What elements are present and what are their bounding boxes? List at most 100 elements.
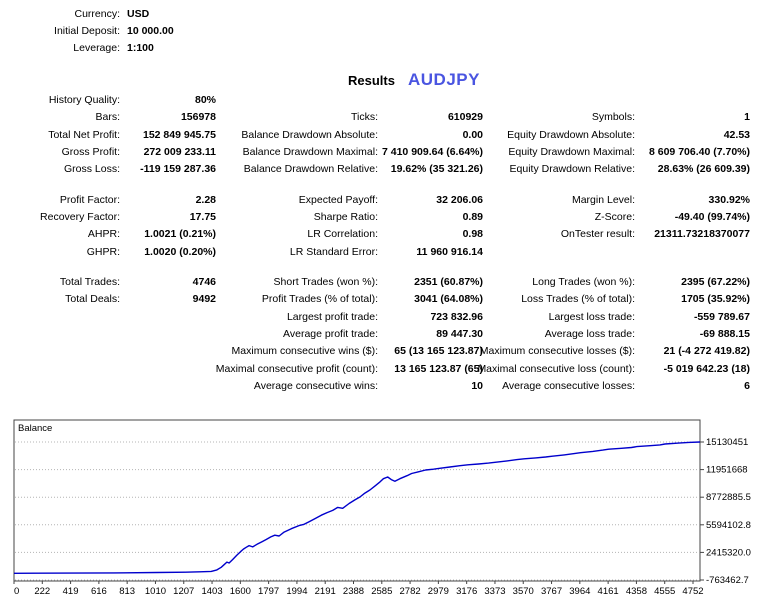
x-axis-label: 1010 <box>145 586 166 597</box>
stat-value: 13 165 123.87 (65) <box>394 362 483 375</box>
stat-label: Expected Payoff: <box>298 193 378 206</box>
stat-label: Maximum consecutive wins ($): <box>231 345 378 358</box>
x-axis-label: 4161 <box>598 586 619 597</box>
stat-row: Total Net Profit: 152 849 945.75 Balance D… <box>0 127 757 144</box>
stat-label: Bars: <box>95 111 120 124</box>
account-row: Leverage: 1:100 <box>0 40 757 57</box>
y-axis-label: 15130451 <box>706 437 748 448</box>
stat-value: 11 960 916.14 <box>416 245 483 258</box>
stat-value: -5 019 642.23 (18) <box>663 362 750 375</box>
stat-row: Maximal consecutive profit (count): 13 16… <box>0 361 757 378</box>
account-value: USD <box>127 8 150 20</box>
stat-value: -49.40 (99.74%) <box>674 211 750 224</box>
chart-legend-balance: Balance <box>18 423 52 434</box>
stat-label: Profit Factor: <box>59 193 120 206</box>
stat-row: GHPR: 1.0020 (0.20%) LR Standard Error: 11 … <box>0 244 757 261</box>
stat-value: 3041 (64.08%) <box>414 293 483 306</box>
stat-label: History Quality: <box>48 94 120 106</box>
stat-label: Short Trades (won %): <box>273 276 378 289</box>
balance-chart: 15130451 11951668 8772885.5 5594102.8 241532… <box>13 419 751 597</box>
x-axis-label: 2388 <box>343 586 364 597</box>
stat-label: Average profit trade: <box>283 328 378 341</box>
stat-value: 0.98 <box>462 228 483 241</box>
x-axis-label: 2191 <box>315 586 336 597</box>
stat-value: 17.75 <box>189 211 216 224</box>
stat-label: Gross Profit: <box>61 146 120 159</box>
stat-row: Total Deals: 9492 Profit Trades (% of tota… <box>0 291 757 308</box>
x-axis-label: 3570 <box>513 586 534 597</box>
y-axis-label: -763462.7 <box>706 575 749 586</box>
stat-value: 7 410 909.64 (6.64%) <box>382 146 483 159</box>
y-axis-label: 11951668 <box>706 465 748 476</box>
stat-label: Z-Score: <box>594 211 635 224</box>
stat-label: Total Net Profit: <box>48 128 120 141</box>
stat-value: 42.53 <box>723 128 750 141</box>
x-axis-label: 2782 <box>400 586 421 597</box>
stat-value: 8 609 706.40 (7.70%) <box>649 146 750 159</box>
symbol-title: AUDJPY <box>408 70 480 89</box>
x-axis-label: 4555 <box>654 586 675 597</box>
x-axis-label: 813 <box>119 586 135 597</box>
stat-label: LR Standard Error: <box>289 245 378 258</box>
x-axis-label: 3767 <box>541 586 562 597</box>
stat-value: 330.92% <box>708 193 750 206</box>
account-row: Initial Deposit: 10 000.00 <box>0 23 757 40</box>
x-axis-label: 1403 <box>201 586 222 597</box>
results-title: Results <box>348 73 395 88</box>
stat-row: Recovery Factor: 17.75 Sharpe Ratio: 0.89 Z-… <box>0 209 757 226</box>
account-label: Currency: <box>74 8 120 20</box>
stat-label: Margin Level: <box>571 193 635 206</box>
x-axis-label: 0 <box>14 586 19 597</box>
stat-label: Average loss trade: <box>544 328 635 341</box>
stat-label: Largest profit trade: <box>286 310 378 323</box>
y-axis-label: 8772885.5 <box>706 492 751 503</box>
results-title-row: Results AUDJPY <box>0 70 757 94</box>
stat-value: 1705 (35.92%) <box>681 293 750 306</box>
stat-label: Symbols: <box>591 111 635 124</box>
stat-value: 156978 <box>180 111 216 124</box>
stat-value: 10 <box>471 380 483 393</box>
stat-value: 32 206.06 <box>436 193 483 206</box>
stat-label: Equity Drawdown Absolute: <box>507 128 635 141</box>
stat-value: -119 159 287.36 <box>140 163 216 176</box>
stat-value: -69 888.15 <box>699 328 750 341</box>
account-label: Initial Deposit: <box>54 25 120 37</box>
x-axis-label: 2585 <box>371 586 392 597</box>
account-value: 1:100 <box>127 42 154 54</box>
stat-label: Total Trades: <box>59 276 120 289</box>
stat-label: Equity Drawdown Maximal: <box>508 146 635 159</box>
stat-value: 1 <box>744 111 750 124</box>
stat-label: Sharpe Ratio: <box>313 211 378 224</box>
account-value: 10 000.00 <box>127 25 174 37</box>
stat-row: Gross Profit: 272 009 233.11 Balance Drawd… <box>0 144 757 161</box>
balance-curve <box>13 441 701 574</box>
stat-value: 272 009 233.11 <box>143 146 216 159</box>
stat-row: Average consecutive wins: 10 Average conse… <box>0 378 757 395</box>
stat-value: 9492 <box>192 293 216 306</box>
y-axis-label: 2415320.0 <box>706 547 751 558</box>
stat-label: Maximal consecutive profit (count): <box>215 362 378 375</box>
stat-label: Long Trades (won %): <box>532 276 635 289</box>
stat-row: Largest profit trade: 723 832.96 Largest l… <box>0 309 757 326</box>
x-axis-label: 1600 <box>230 586 251 597</box>
stat-label: Balance Drawdown Absolute: <box>241 128 378 141</box>
stat-label: GHPR: <box>86 245 120 258</box>
x-axis-label: 1207 <box>173 586 194 597</box>
x-axis-label: 419 <box>63 586 79 597</box>
stat-label: LR Correlation: <box>307 228 378 241</box>
stat-value: 21 (-4 272 419.82) <box>663 345 750 358</box>
stat-label: Total Deals: <box>65 293 120 306</box>
stat-value: 2351 (60.87%) <box>414 276 483 289</box>
stat-row: Maximum consecutive wins ($): 65 (13 165 … <box>0 343 757 360</box>
stat-label: Balance Drawdown Maximal: <box>242 146 378 159</box>
stat-value: 19.62% (35 321.26) <box>390 163 483 176</box>
stat-value: 28.63% (26 609.39) <box>657 163 750 176</box>
y-axis-label: 5594102.8 <box>706 520 751 531</box>
stat-value: 89 447.30 <box>436 328 483 341</box>
stat-value: -559 789.67 <box>693 310 750 323</box>
x-axis-label: 1797 <box>258 586 279 597</box>
stat-value: 0.89 <box>462 211 483 224</box>
stat-label: Recovery Factor: <box>40 211 120 224</box>
stat-row: AHPR: 1.0021 (0.21%) LR Correlation: 0.98 On… <box>0 226 757 243</box>
x-axis-label: 2979 <box>428 586 449 597</box>
